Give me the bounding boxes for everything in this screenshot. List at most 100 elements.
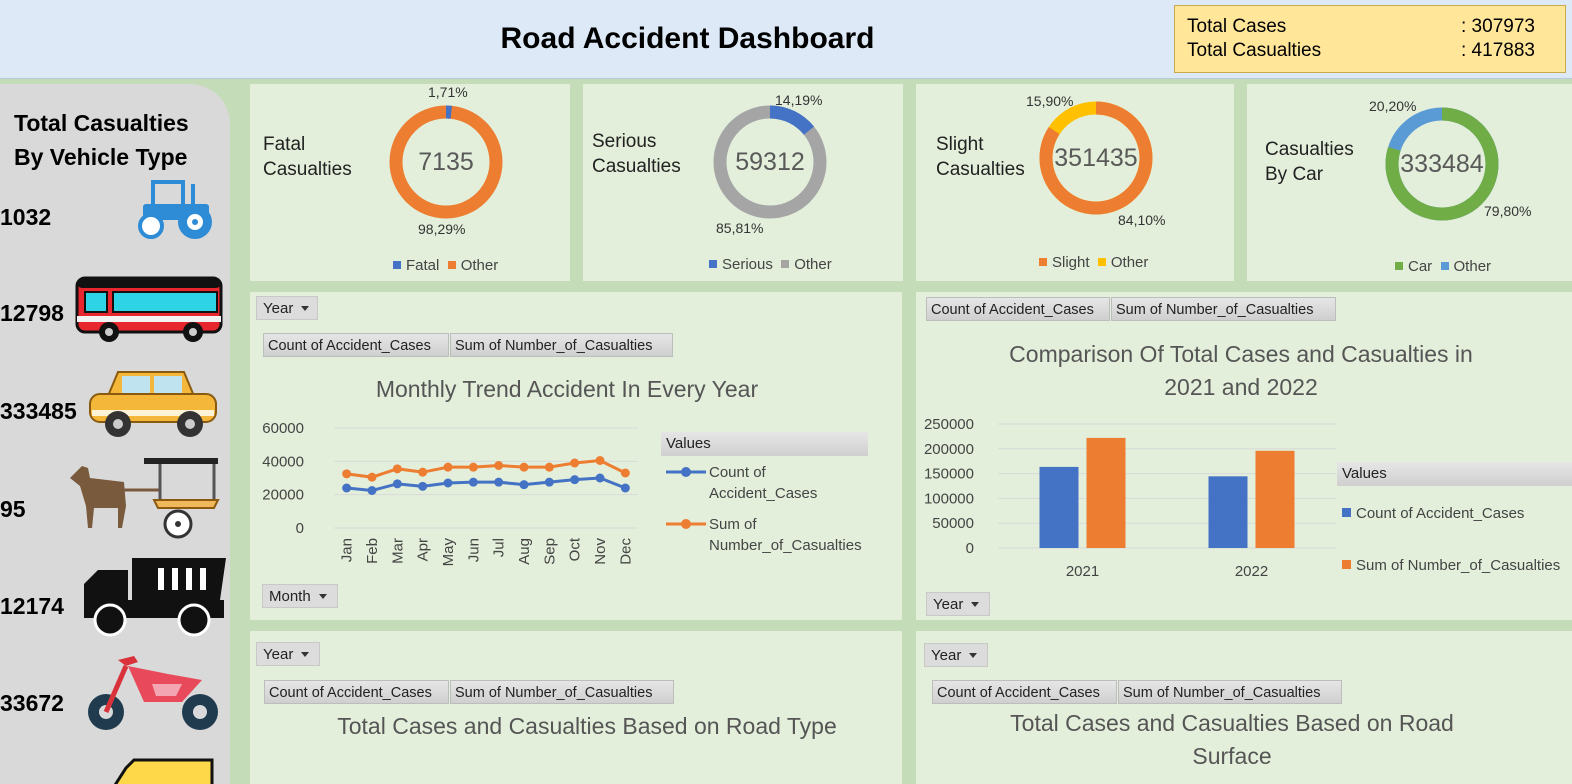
- kpi-car-center-value: 333484: [1400, 150, 1484, 178]
- x-tick-label: Jul: [491, 538, 508, 557]
- x-tick-label: Aug: [516, 538, 533, 565]
- kpi-serious-donut: 59312: [713, 105, 827, 219]
- road-surface-title-line2: Surface: [1192, 743, 1272, 769]
- monthly-trend-panel: Year Count of Accident_Cases Sum of Numb…: [250, 292, 902, 620]
- data-point: [342, 469, 352, 479]
- legend-swatch-sum: [666, 519, 706, 529]
- field-count-button[interactable]: Count of Accident_Cases: [926, 297, 1110, 321]
- year-filter-label: Year: [263, 646, 294, 663]
- dropdown-arrow-icon: [301, 652, 310, 657]
- field-count-button[interactable]: Count of Accident_Cases: [264, 680, 449, 704]
- road-surface-chart-title: Total Cases and Casualties Based on Road…: [956, 707, 1508, 773]
- monthly-line-chart: 0 20000 40000 60000 Jan Feb Mar Apr May Jun Jul Aug…: [262, 420, 638, 567]
- legend-swatch-slight: [1039, 258, 1047, 266]
- field-count-button[interactable]: Count of Accident_Cases: [932, 680, 1117, 704]
- year-filter-button[interactable]: Year: [256, 296, 318, 320]
- data-point: [367, 486, 377, 495]
- kpi-serious-label-line1: Serious: [592, 131, 657, 152]
- sidebar-title: Total Casualties By Vehicle Type: [14, 106, 189, 174]
- y-tick-label: 40000: [262, 453, 304, 470]
- kpi-car-pct-other: 20,20%: [1369, 98, 1417, 114]
- comparison-legend-count-label: Count of Accident_Cases: [1356, 505, 1525, 522]
- data-point: [418, 467, 428, 477]
- kpi-slight-legend: Slight Other: [1039, 254, 1148, 271]
- legend-label-other: Other: [1453, 258, 1492, 275]
- kpi-slight-label-line1: Slight: [936, 134, 984, 155]
- vehicle-value-horse-cart: 95: [0, 496, 26, 522]
- dropdown-arrow-icon: [971, 602, 980, 607]
- data-point: [570, 475, 580, 485]
- bus-icon: [75, 276, 223, 342]
- data-point: [544, 462, 554, 472]
- data-point: [392, 479, 402, 489]
- y-tick-label: 250000: [924, 416, 974, 433]
- y-tick-label: 0: [296, 520, 304, 537]
- data-point: [494, 477, 504, 487]
- kpi-car-label-line2: By Car: [1265, 164, 1324, 185]
- year-filter-button[interactable]: Year: [256, 642, 320, 666]
- comparison-legend-sum-label: Sum of Number_of_Casualties: [1356, 557, 1561, 574]
- vehicle-type-sidebar: Total Casualties By Vehicle Type 1032 12…: [0, 84, 230, 784]
- field-count-button[interactable]: Count of Accident_Cases: [263, 333, 449, 357]
- data-point: [620, 468, 630, 478]
- data-point: [544, 477, 554, 487]
- sidebar-title-line2: By Vehicle Type: [14, 144, 188, 170]
- x-tick-label: Apr: [415, 538, 432, 561]
- dropdown-arrow-icon: [318, 594, 327, 599]
- monthly-legend-count-line2: Accident_Cases: [709, 485, 818, 502]
- x-tick-label: Feb: [364, 538, 381, 564]
- monthly-legend-sum: Sum of Number_of_Casualties: [709, 514, 862, 556]
- data-point: [342, 483, 352, 493]
- motorcycle-icon: [88, 656, 218, 730]
- x-tick-label: May: [440, 538, 457, 567]
- comparison-chart-title: Comparison Of Total Cases and Casualties…: [956, 338, 1526, 404]
- field-sum-button[interactable]: Sum of Number_of_Casualties: [450, 333, 673, 357]
- road-type-panel: Year Count of Accident_Cases Sum of Numb…: [250, 631, 902, 784]
- year-filter-button[interactable]: Year: [924, 643, 988, 667]
- road-surface-panel: Year Count of Accident_Cases Sum of Numb…: [916, 631, 1572, 784]
- field-sum-button[interactable]: Sum of Number_of_Casualties: [1111, 297, 1336, 321]
- data-point: [443, 478, 453, 488]
- legend-label-slight: Slight: [1052, 254, 1090, 271]
- legend-swatch-count: [1342, 508, 1351, 517]
- truck-icon: [84, 558, 226, 637]
- monthly-legend-sum-line1: Sum of: [709, 516, 757, 533]
- vehicle-value-truck: 12174: [0, 593, 64, 619]
- kpi-panel-fatal: Fatal Casualties 7135 1,71% 98,29% Fatal…: [250, 84, 570, 281]
- x-tick-label: Jan: [339, 538, 356, 562]
- kpi-panel-serious: Serious Casualties 59312 14,19% 85,81% S…: [583, 84, 903, 281]
- field-sum-button[interactable]: Sum of Number_of_Casualties: [1118, 680, 1342, 704]
- data-point: [620, 483, 630, 493]
- data-point: [494, 461, 504, 470]
- year-filter-button[interactable]: Year: [926, 592, 990, 616]
- x-tick-label: Oct: [567, 537, 584, 561]
- donut-main-segment: [713, 105, 827, 219]
- donut-main-segment: [1039, 101, 1153, 215]
- kpi-fatal-pct-other: 98,29%: [418, 221, 466, 237]
- legend-swatch-sum: [1342, 560, 1351, 569]
- vehicle-value-tractor: 1032: [0, 204, 52, 230]
- kpi-fatal-pct-main: 1,71%: [428, 84, 468, 100]
- bar: [1208, 476, 1248, 548]
- dropdown-arrow-icon: [969, 653, 978, 658]
- data-point: [468, 477, 478, 487]
- car-icon: [89, 371, 217, 437]
- year-filter-label: Year: [931, 647, 962, 664]
- page-title: Road Accident Dashboard: [500, 22, 875, 55]
- month-filter-button[interactable]: Month: [262, 584, 338, 608]
- field-sum-button[interactable]: Sum of Number_of_Casualties: [450, 680, 674, 704]
- legend-swatch-car: [1395, 262, 1403, 270]
- legend-swatch-count: [666, 467, 706, 477]
- kpi-panel-car: Casualties By Car 333484 79,80% 20,20% C…: [1247, 84, 1572, 281]
- horse-cart-icon: [70, 458, 220, 539]
- monthly-chart-title: Monthly Trend Accident In Every Year: [375, 376, 759, 402]
- total-cases-label: Total Cases: [1187, 16, 1287, 37]
- comparison-legend-sum: Sum of Number_of_Casualties: [1342, 555, 1560, 576]
- legend-label-car: Car: [1408, 258, 1433, 275]
- kpi-fatal-donut: 7135: [389, 105, 503, 219]
- y-tick-label: 0: [966, 540, 974, 557]
- x-tick-label: Jun: [465, 538, 482, 562]
- total-casualties-value: : 417883: [1461, 40, 1535, 61]
- donut-main-segment: [389, 105, 503, 219]
- kpi-panel-slight: Slight Casualties 351435 84,10% 15,90% S…: [916, 84, 1234, 281]
